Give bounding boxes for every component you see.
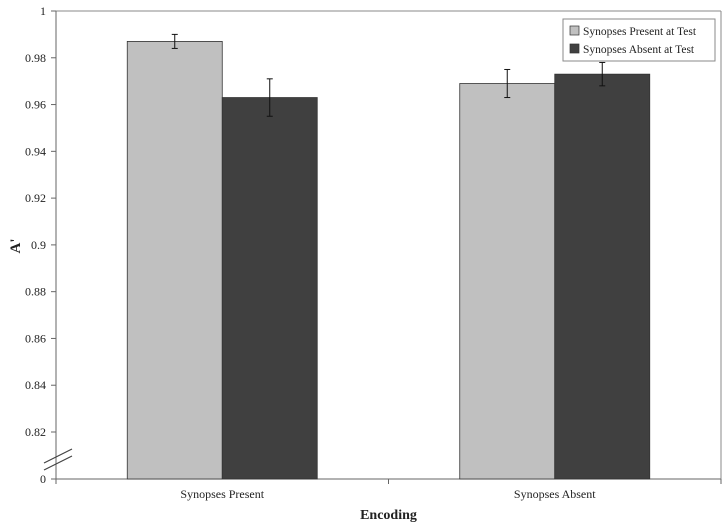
- y-tick-label: 1: [40, 4, 46, 18]
- y-ticks: 0 0.82 0.84 0.86 0.88 0.9 0.92 0.94 0.96 0.98 1: [25, 4, 56, 486]
- y-tick-label: 0.92: [25, 191, 46, 205]
- legend-label: Synopses Absent at Test: [583, 44, 695, 56]
- x-ticks: [55, 479, 722, 484]
- bar: [459, 83, 556, 480]
- axis-break-line: [43, 448, 73, 464]
- category-label: Synopses Present: [180, 487, 264, 501]
- error-bars: [171, 33, 606, 117]
- category-labels: Synopses Present Synopses Absent: [180, 487, 596, 501]
- y-tick-label: 0: [40, 472, 46, 486]
- legend-swatch: [569, 25, 580, 36]
- category-label: Synopses Absent: [514, 487, 596, 501]
- bar: [221, 97, 318, 480]
- y-tick-label: 0.84: [25, 378, 46, 392]
- axis-break-line: [43, 455, 73, 471]
- bar: [126, 41, 223, 480]
- y-tick-label: 0.96: [25, 98, 46, 112]
- y-tick-label: 0.94: [25, 144, 46, 158]
- y-tick-label: 0.86: [25, 331, 46, 345]
- bar: [554, 73, 651, 480]
- y-tick-label: 0.82: [25, 425, 46, 439]
- y-axis-title: A': [8, 239, 24, 254]
- y-tick-label: 0.88: [25, 285, 46, 299]
- bars: [126, 41, 651, 480]
- axis-break-mark: [43, 448, 73, 471]
- legend-swatch: [569, 43, 580, 54]
- legend-label: Synopses Present at Test: [583, 26, 697, 38]
- x-axis-title: Encoding: [360, 508, 417, 523]
- legend-box: [562, 18, 716, 62]
- legend: Synopses Present at Test Synopses Absent …: [562, 18, 716, 62]
- y-tick-label: 0.98: [25, 51, 46, 65]
- legend-items: Synopses Present at Test Synopses Absent …: [569, 25, 697, 56]
- y-tick-label: 0.9: [31, 238, 46, 252]
